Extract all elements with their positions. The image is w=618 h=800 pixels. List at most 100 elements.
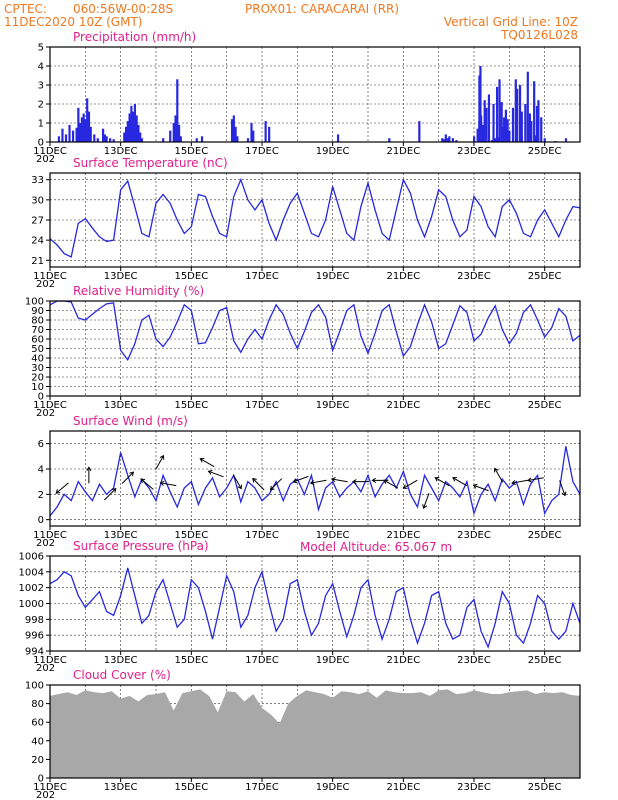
header-coords: 060:56W-00:28S [73, 2, 173, 16]
wind-arrow-shaft [310, 479, 327, 484]
wind-arrow-head [269, 485, 275, 491]
wind-arrow [472, 483, 489, 492]
wind-arrow-shaft [527, 477, 544, 482]
precipitation-bar [448, 136, 451, 142]
humidity-title: Relative Humidity (%) [73, 284, 204, 298]
wind-arrow-head [159, 480, 165, 486]
precipitation-bar [105, 136, 108, 142]
pressure-x-tick-label: 23DEC [457, 655, 491, 666]
precipitation-bar [80, 117, 83, 142]
precipitation-bar [441, 138, 444, 142]
wind-x-tick-label: 19DEC [316, 530, 350, 541]
precipitation-bar [64, 134, 68, 142]
wind-x-tick-label: 11DEC [33, 530, 67, 541]
wind-arrow-head [402, 484, 408, 489]
wind-arrow [434, 476, 450, 487]
precipitation-bar [84, 119, 87, 142]
precipitation-bar [169, 130, 172, 142]
wind-y-tick-label: 4 [38, 465, 44, 476]
humidity-x-tick-label: 25DEC [528, 400, 562, 411]
precipitation-bar [498, 79, 501, 142]
precipitation-x-tick-label: 13DEC [104, 146, 138, 157]
cloud-x-tick-label: 17DEC [245, 782, 279, 793]
precipitation-bar [82, 113, 85, 142]
wind-arrow [199, 457, 215, 468]
wind-arrow [232, 474, 242, 490]
precipitation-bar [77, 107, 80, 142]
precipitation-bar [246, 138, 250, 142]
wind-arrow-head [371, 477, 377, 483]
precipitation-bar [172, 123, 175, 142]
precipitation-bar [492, 104, 495, 142]
wind-arrow-shaft [155, 455, 164, 470]
precipitation-bar [336, 134, 340, 142]
precipitation-bar [444, 134, 447, 142]
wind-arrow-head [129, 471, 135, 477]
precipitation-x-tick-label: 21DEC [386, 146, 420, 157]
wind-arrow-head [199, 457, 205, 463]
precipitation-bar [535, 105, 539, 142]
pressure-series-line [49, 567, 581, 649]
wind-arrow [159, 480, 177, 487]
cloud-title: Cloud Cover (%) [73, 668, 171, 682]
precipitation-bar [495, 86, 499, 142]
precipitation-title: Precipitation (mm/h) [73, 30, 196, 44]
precipitation-bar [520, 111, 523, 142]
wind-arrow-shaft [140, 478, 154, 490]
wind-x-tick-label: 17DEC [245, 530, 279, 541]
humidity-y-tick-label: 0 [38, 392, 44, 403]
precipitation-bar [123, 132, 126, 142]
humidity-y-tick-label: 60 [31, 335, 44, 346]
wind-arrow-head [422, 504, 428, 510]
wind-arrow [104, 488, 117, 501]
wind-arrow-head [207, 469, 213, 475]
temperature-year-fragment: 202 [36, 279, 55, 290]
wind-series-line [49, 446, 581, 517]
altitude-note: Model Altitude: 65.067 m [300, 540, 452, 554]
precipitation-bar [230, 119, 234, 142]
wind-title: Surface Wind (m/s) [73, 414, 188, 428]
wind-arrow-shaft [293, 475, 309, 483]
wind-arrow-shaft [423, 492, 430, 509]
wind-arrow-head [330, 477, 336, 483]
wind-arrow-shaft [208, 470, 224, 478]
precipitation-y-tick-label: 4 [38, 62, 44, 73]
precipitation-bar [102, 128, 105, 142]
wind-arrow [121, 471, 135, 484]
wind-x-tick-label: 23DEC [457, 530, 491, 541]
cloud-x-tick-label: 13DEC [104, 782, 138, 793]
wind-arrow-shaft [270, 478, 283, 491]
precipitation-x-tick-label: 23DEC [457, 146, 491, 157]
precipitation-bar [124, 126, 128, 142]
precipitation-bar [508, 130, 511, 142]
pressure-y-tick-label: 1002 [19, 583, 44, 594]
precipitation-bar [195, 138, 198, 142]
pressure-x-tick-label: 13DEC [104, 655, 138, 666]
precipitation-bar [500, 102, 503, 142]
precipitation-bar [537, 100, 540, 142]
cloud-x-tick-label: 11DEC [33, 782, 67, 793]
wind-arrow-shaft [494, 468, 504, 483]
precipitation-bar [530, 121, 533, 142]
header-model: TQ0126L028 [500, 28, 578, 42]
precipitation-bar [179, 136, 182, 142]
wind-arrow [527, 477, 544, 483]
precipitation-x-tick-label: 11DEC [33, 146, 67, 157]
wind-arrow-shaft [383, 479, 399, 489]
temperature-y-tick-label: 30 [31, 195, 44, 206]
temperature-y-tick-label: 21 [31, 256, 44, 267]
precipitation-bar [479, 66, 482, 142]
precipitation-bar [96, 138, 99, 142]
cloud-y-tick-label: 80 [31, 699, 44, 710]
precipitation-bar [135, 115, 138, 142]
humidity-y-tick-label: 90 [31, 306, 44, 317]
wind-arrow [422, 492, 430, 510]
pressure-y-tick-label: 1006 [19, 552, 44, 563]
wind-arrow-head [472, 483, 478, 489]
wind-arrow-shaft [160, 482, 177, 487]
precipitation-bar [133, 104, 136, 142]
temperature-x-tick-label: 11DEC [33, 271, 67, 282]
